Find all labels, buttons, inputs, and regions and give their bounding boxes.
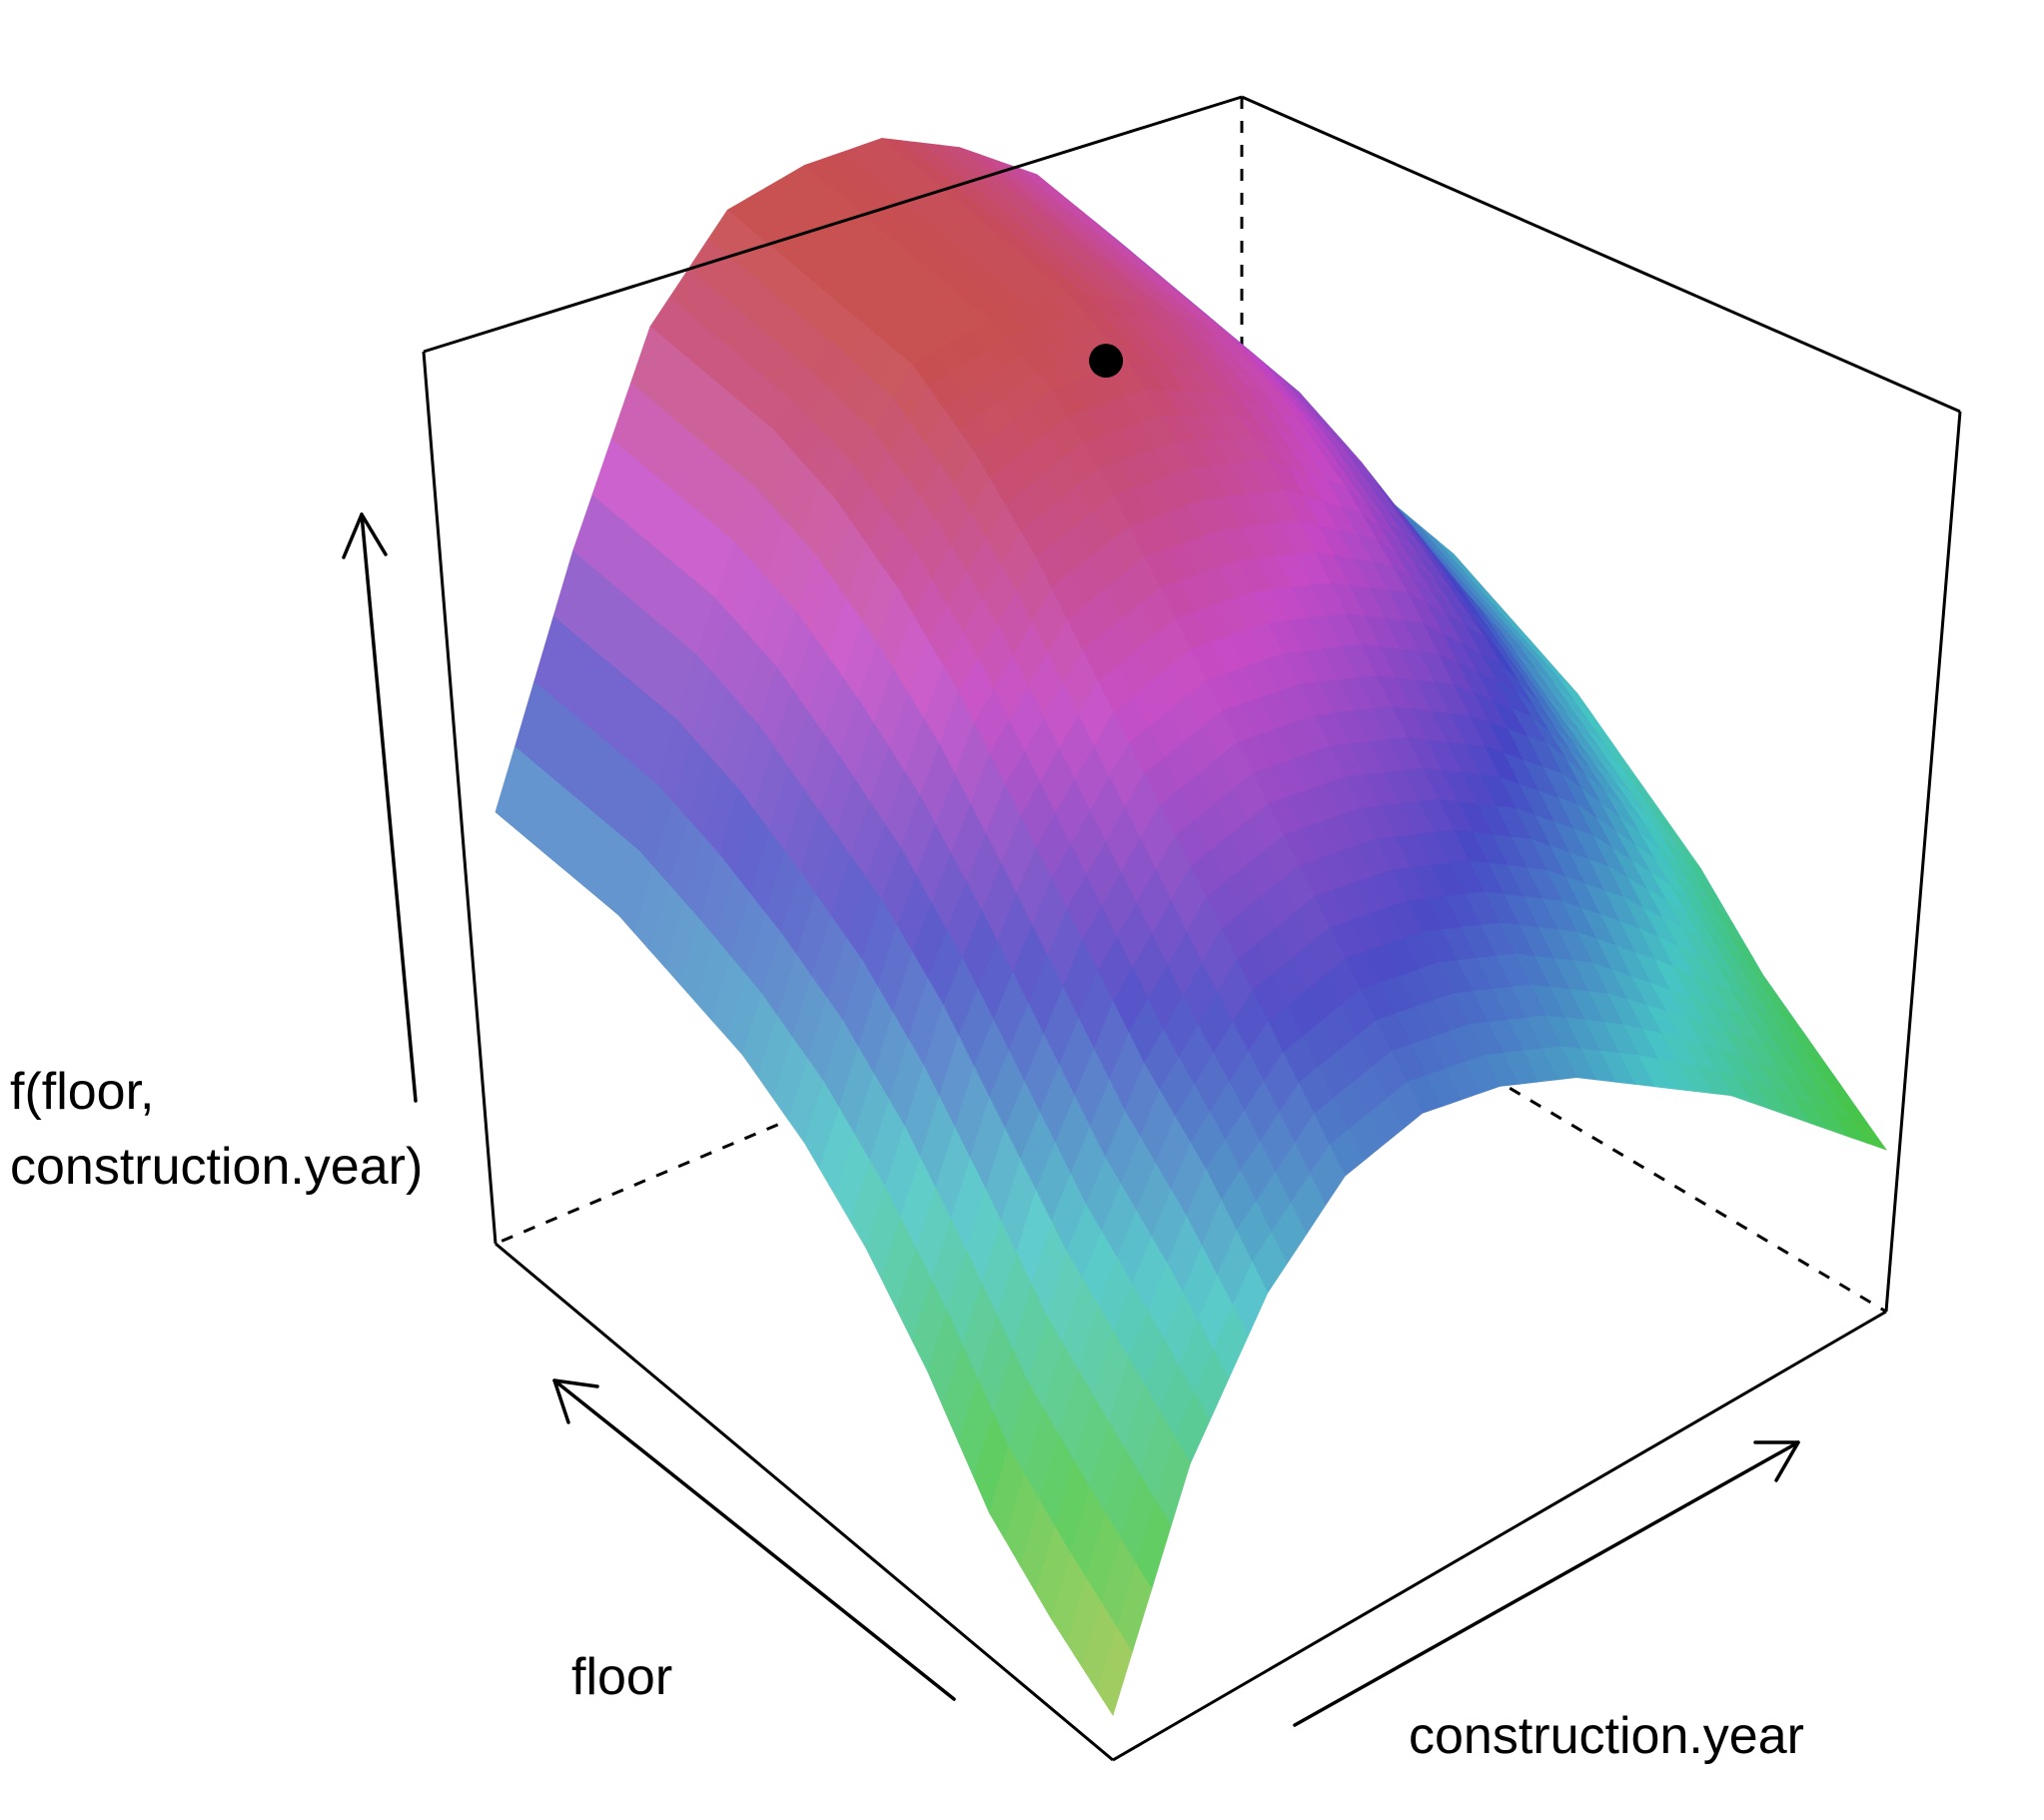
y-axis-arrow: [1293, 1440, 1800, 1727]
box-edge-left-vertical: [422, 351, 498, 1245]
x-axis-arrow: [552, 1378, 956, 1701]
y-axis-label: construction.year: [1409, 1707, 1804, 1765]
box-edge-right-vertical: [1884, 411, 1962, 1313]
box-edge-bottom-left: [495, 1242, 1114, 1762]
z-axis-arrow: [342, 512, 418, 1103]
box-edge-back-left-floor: [495, 927, 1243, 1246]
z-axis-label-line1: f(floor,: [10, 1063, 155, 1121]
z-axis-label-line2: construction.year): [10, 1138, 423, 1196]
highlight-point: [1089, 344, 1124, 379]
box-edge-bottom-right: [1112, 1310, 1887, 1762]
x-axis-label: floor: [571, 1648, 672, 1706]
surface-mesh: [495, 137, 1888, 1716]
surface-patch: [1097, 1626, 1133, 1716]
box-edge-top-back-right: [1241, 95, 1961, 414]
box-edge-top-back-left: [423, 95, 1243, 354]
box-visible-edges: [422, 95, 1962, 1762]
